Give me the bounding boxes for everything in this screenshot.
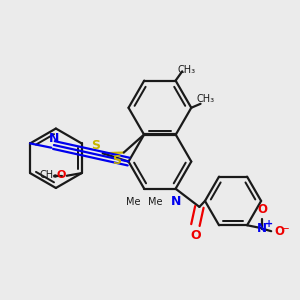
Text: +: +: [265, 219, 273, 229]
Text: N: N: [49, 132, 59, 145]
Text: O: O: [257, 203, 267, 216]
Text: O: O: [57, 170, 66, 180]
Text: N: N: [257, 222, 267, 235]
Text: S: S: [91, 139, 100, 152]
Text: CH₃: CH₃: [196, 94, 214, 104]
Text: O: O: [274, 225, 284, 239]
Text: O: O: [190, 229, 201, 242]
Text: Me: Me: [126, 197, 140, 207]
Text: S: S: [112, 154, 121, 167]
Text: CH₃: CH₃: [177, 64, 195, 75]
Text: Me: Me: [148, 197, 163, 207]
Text: N: N: [171, 195, 181, 208]
Text: CH₃: CH₃: [40, 170, 58, 180]
Text: ⁻: ⁻: [282, 225, 289, 238]
